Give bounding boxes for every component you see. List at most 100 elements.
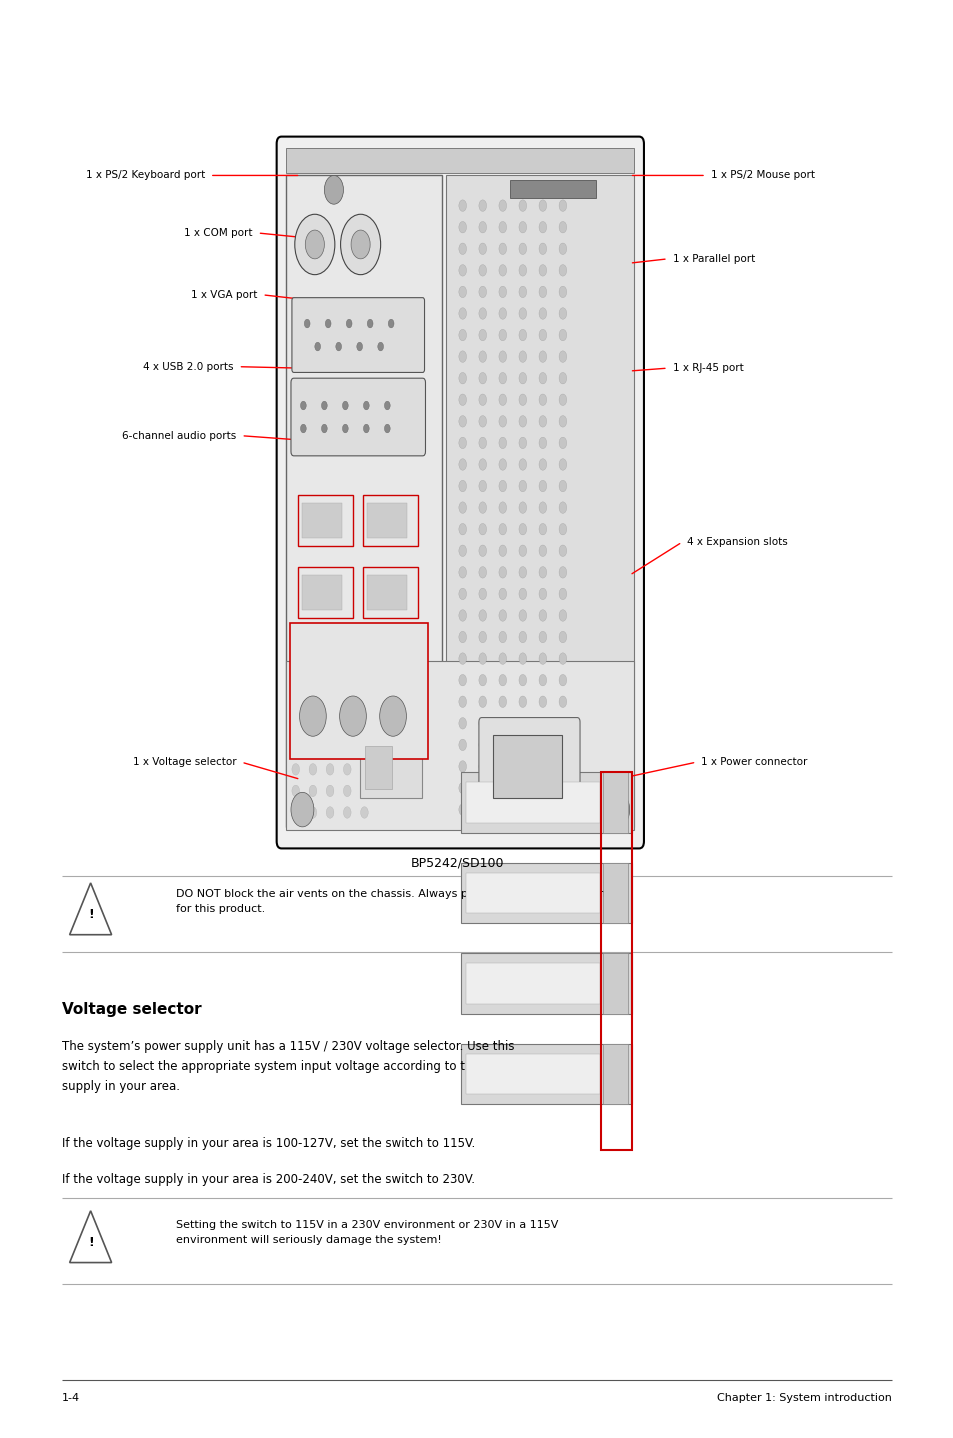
Circle shape [558, 631, 566, 643]
Circle shape [558, 545, 566, 557]
Circle shape [518, 372, 526, 384]
Text: 4 x Expansion slots: 4 x Expansion slots [686, 538, 787, 546]
Circle shape [458, 631, 466, 643]
FancyBboxPatch shape [292, 298, 424, 372]
Circle shape [458, 372, 466, 384]
Circle shape [498, 653, 506, 664]
Circle shape [498, 588, 506, 600]
Circle shape [458, 653, 466, 664]
Circle shape [478, 545, 486, 557]
Bar [362, 567, 417, 618]
Circle shape [309, 807, 316, 818]
Circle shape [458, 545, 466, 557]
Circle shape [498, 610, 506, 621]
Circle shape [343, 742, 351, 754]
Text: Setting the switch to 115V in a 230V environment or 230V in a 115V
environment w: Setting the switch to 115V in a 230V env… [176, 1219, 558, 1245]
Circle shape [518, 221, 526, 233]
Circle shape [458, 502, 466, 513]
Circle shape [498, 739, 506, 751]
Circle shape [478, 782, 486, 794]
Circle shape [498, 394, 506, 406]
Circle shape [458, 437, 466, 449]
Circle shape [518, 394, 526, 406]
Circle shape [478, 696, 486, 707]
Circle shape [363, 401, 369, 410]
Circle shape [356, 342, 362, 351]
Bar [367, 503, 407, 538]
Circle shape [538, 459, 546, 470]
Circle shape [538, 480, 546, 492]
Circle shape [339, 696, 366, 736]
Circle shape [384, 424, 390, 433]
Circle shape [326, 742, 334, 754]
Circle shape [558, 610, 566, 621]
Circle shape [458, 351, 466, 362]
Circle shape [558, 200, 566, 211]
Circle shape [558, 761, 566, 772]
Circle shape [518, 523, 526, 535]
Circle shape [498, 329, 506, 341]
Bar [367, 575, 407, 610]
Circle shape [478, 308, 486, 319]
Circle shape [538, 523, 546, 535]
Circle shape [538, 437, 546, 449]
Circle shape [538, 372, 546, 384]
Circle shape [558, 416, 566, 427]
Circle shape [343, 699, 351, 710]
Circle shape [478, 416, 486, 427]
Bar [297, 495, 353, 546]
Bar [286, 148, 634, 173]
FancyBboxPatch shape [291, 378, 425, 456]
Circle shape [458, 265, 466, 276]
Circle shape [538, 394, 546, 406]
Text: DO NOT block the air vents on the chassis. Always provide proper ventilation
for: DO NOT block the air vents on the chassi… [176, 889, 606, 915]
Circle shape [498, 502, 506, 513]
Circle shape [314, 342, 320, 351]
Circle shape [458, 588, 466, 600]
Circle shape [558, 696, 566, 707]
Circle shape [518, 459, 526, 470]
Bar [365, 746, 392, 789]
Text: 1 x COM port: 1 x COM port [184, 229, 253, 237]
Circle shape [498, 221, 506, 233]
Circle shape [498, 782, 506, 794]
Bar [290, 623, 428, 759]
Circle shape [478, 761, 486, 772]
Circle shape [321, 401, 327, 410]
Circle shape [458, 610, 466, 621]
Circle shape [558, 221, 566, 233]
Circle shape [478, 243, 486, 255]
Text: 1 x Voltage selector: 1 x Voltage selector [132, 758, 236, 766]
Circle shape [458, 394, 466, 406]
Circle shape [538, 351, 546, 362]
Circle shape [538, 502, 546, 513]
Circle shape [558, 286, 566, 298]
Text: The system’s power supply unit has a 115V / 230V voltage selector. Use this
swit: The system’s power supply unit has a 115… [62, 1041, 527, 1093]
Circle shape [498, 674, 506, 686]
Circle shape [498, 718, 506, 729]
Bar [602, 863, 627, 923]
Circle shape [558, 437, 566, 449]
Circle shape [458, 286, 466, 298]
Circle shape [309, 742, 316, 754]
Circle shape [326, 677, 334, 689]
Circle shape [343, 785, 351, 797]
Circle shape [458, 480, 466, 492]
Circle shape [478, 610, 486, 621]
Circle shape [326, 699, 334, 710]
Circle shape [478, 200, 486, 211]
Circle shape [518, 200, 526, 211]
Circle shape [498, 696, 506, 707]
Circle shape [558, 480, 566, 492]
Circle shape [558, 523, 566, 535]
Circle shape [498, 265, 506, 276]
Circle shape [518, 351, 526, 362]
Circle shape [518, 286, 526, 298]
Circle shape [478, 674, 486, 686]
Circle shape [478, 265, 486, 276]
Circle shape [538, 718, 546, 729]
Circle shape [292, 764, 299, 775]
Circle shape [558, 567, 566, 578]
Circle shape [363, 424, 369, 433]
Circle shape [388, 319, 394, 328]
